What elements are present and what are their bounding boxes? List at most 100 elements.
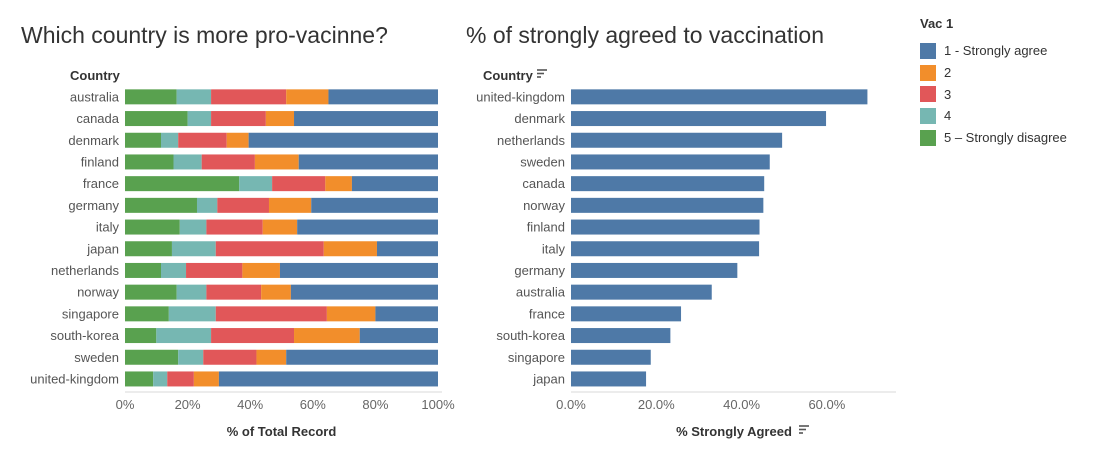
category-label: norway <box>77 285 119 300</box>
bar <box>571 197 764 213</box>
stacked-bar-segment <box>176 284 207 300</box>
legend-label: 2 <box>944 65 952 81</box>
chart-2-title: % of strongly agreed to vaccination <box>466 22 824 48</box>
stacked-bar-segment <box>156 328 212 344</box>
category-label: canada <box>522 176 565 191</box>
row-header-2: Country <box>483 68 534 83</box>
x-tick-label-1: 20% <box>175 397 201 412</box>
stacked-bar-segment <box>125 262 161 278</box>
legend-label: 4 <box>944 108 952 124</box>
bar <box>571 328 671 344</box>
stacked-bar-segment <box>217 197 269 213</box>
stacked-bar-segment <box>160 262 187 278</box>
category-label: australia <box>70 89 120 104</box>
stacked-bar-segment <box>328 89 438 105</box>
stacked-bar-segment <box>125 219 180 235</box>
stacked-bar-segment <box>125 154 174 170</box>
bar <box>571 349 651 365</box>
bar <box>571 154 770 170</box>
stacked-bar-segment <box>193 371 219 387</box>
stacked-bar-segment <box>286 349 438 365</box>
bar <box>571 132 783 148</box>
category-label: japan <box>532 371 565 386</box>
stacked-bar-segment <box>326 306 376 322</box>
sort-icon[interactable] <box>537 69 547 78</box>
stacked-bar-segment <box>325 176 352 192</box>
stacked-bar-segment <box>186 262 243 278</box>
stacked-bar-segment <box>176 89 212 105</box>
x-tick-label-2: 0.0% <box>556 397 586 412</box>
row-header-1: Country <box>70 68 121 83</box>
stacked-bar-segment <box>178 132 227 148</box>
legend-item[interactable]: 5 – Strongly disagree <box>920 127 1067 149</box>
x-tick-label-2: 40.0% <box>723 397 760 412</box>
stacked-bar-segment <box>125 176 240 192</box>
stacked-bar-segment <box>206 219 263 235</box>
stacked-bar-segment <box>125 241 172 257</box>
sort-icon[interactable] <box>799 425 809 434</box>
category-label: netherlands <box>51 263 119 278</box>
category-label: finland <box>527 220 565 235</box>
category-label: denmark <box>514 111 565 126</box>
stacked-bar-segment <box>171 241 216 257</box>
stacked-bar-segment <box>179 219 207 235</box>
stacked-bar-segment <box>262 219 298 235</box>
category-label: sweden <box>74 350 119 365</box>
stacked-bar-segment <box>215 306 327 322</box>
x-tick-label-1: 80% <box>362 397 388 412</box>
legend-label: 3 <box>944 86 952 102</box>
stacked-bar-segment <box>125 349 179 365</box>
category-label: united-kingdom <box>30 371 119 386</box>
stacked-bar-segment <box>272 176 326 192</box>
bar <box>571 262 738 278</box>
x-tick-label-1: 60% <box>300 397 326 412</box>
legend-item[interactable]: 4 <box>920 105 1067 127</box>
category-label: netherlands <box>497 133 565 148</box>
stacked-bar-segment <box>265 111 295 127</box>
stacked-bar-segment <box>248 132 438 148</box>
stacked-bar-segment <box>359 328 438 344</box>
stacked-bar-segment <box>168 306 216 322</box>
stacked-bar-segment <box>279 262 438 278</box>
category-label: australia <box>516 285 566 300</box>
category-label: japan <box>86 241 119 256</box>
stacked-bar-segment <box>226 132 249 148</box>
legend-item[interactable]: 3 <box>920 83 1067 105</box>
legend-swatch <box>920 64 936 81</box>
category-label: south-korea <box>50 328 119 343</box>
category-label: canada <box>76 111 119 126</box>
stacked-bar-segment <box>125 89 177 105</box>
category-label: singapore <box>508 350 565 365</box>
stacked-bar-segment <box>125 132 161 148</box>
stacked-bar-segment <box>351 176 438 192</box>
stacked-bar-segment <box>215 241 324 257</box>
category-label: finland <box>81 154 119 169</box>
category-label: italy <box>542 241 566 256</box>
stacked-bar-segment <box>294 328 360 344</box>
bar <box>571 306 682 322</box>
stacked-bar-segment <box>206 284 262 300</box>
bar <box>571 219 760 235</box>
stacked-bar-segment <box>160 132 179 148</box>
stacked-bar-segment <box>286 89 329 105</box>
bar <box>571 241 760 257</box>
legend-item[interactable]: 2 <box>920 62 1067 84</box>
color-legend: Vac 1 1 - Strongly agree 2 3 4 5 – Strongly … <box>920 16 1067 148</box>
category-label: france <box>529 306 565 321</box>
category-label: united-kingdom <box>476 89 565 104</box>
legend-item[interactable]: 1 - Strongly agree <box>920 40 1067 62</box>
category-label: italy <box>96 220 120 235</box>
stacked-bar-segment <box>153 371 168 387</box>
stacked-bar-segment <box>297 219 438 235</box>
stacked-bar-segment <box>125 111 188 127</box>
category-label: germany <box>68 198 119 213</box>
stacked-bar-segment <box>239 176 273 192</box>
category-label: germany <box>514 263 565 278</box>
stacked-bar-segment <box>375 306 438 322</box>
stacked-bar-segment <box>178 349 204 365</box>
x-axis-label-1: % of Total Record <box>227 424 337 439</box>
stacked-bar-segment <box>311 197 438 213</box>
category-label: france <box>83 176 119 191</box>
stacked-bar-segment <box>254 154 299 170</box>
legend-swatch <box>920 86 936 103</box>
